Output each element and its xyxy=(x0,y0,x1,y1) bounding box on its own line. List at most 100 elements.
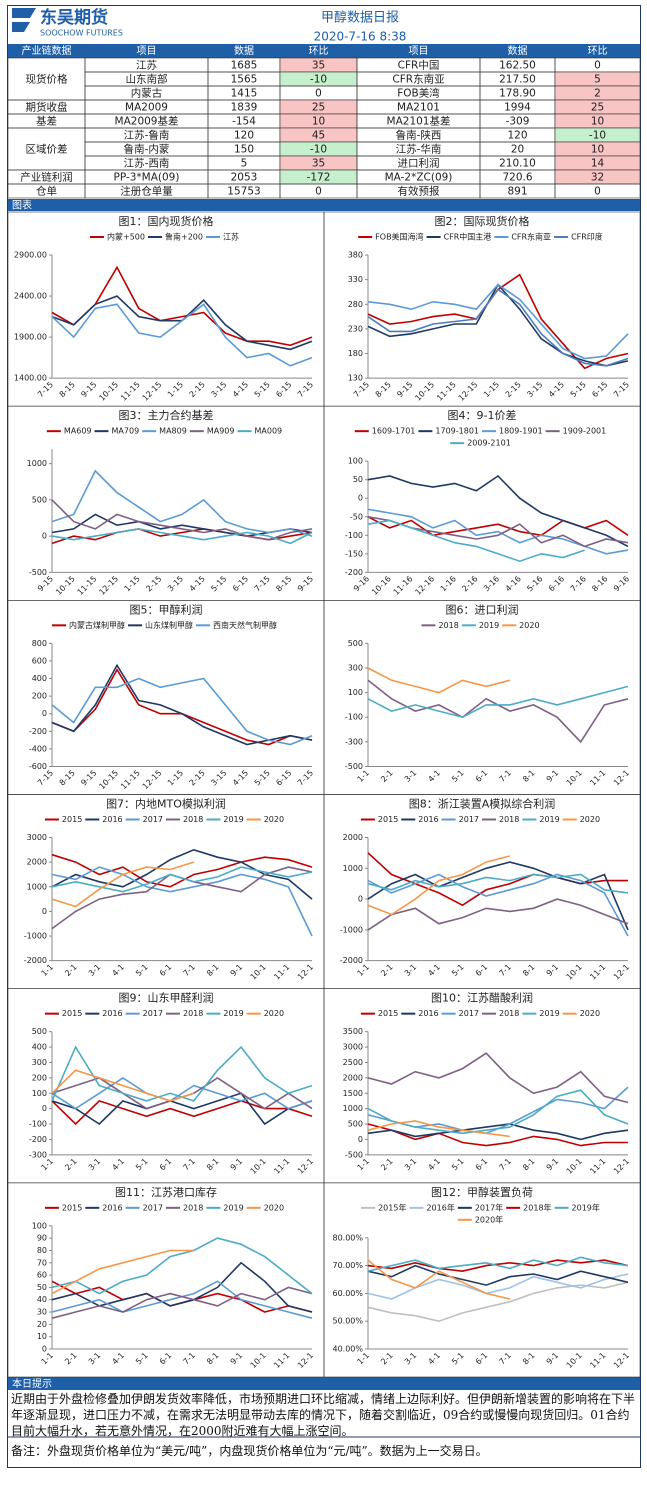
series-line xyxy=(51,677,313,746)
x-tick-label: 8-16 xyxy=(590,574,609,593)
column-header: 数据 xyxy=(508,44,528,57)
x-tick-label: 5-15 xyxy=(209,574,228,593)
section-bar xyxy=(8,199,640,211)
x-tick-label: 8-15 xyxy=(58,768,77,787)
column-header: 产业链数据 xyxy=(22,44,72,57)
cell-text: 32 xyxy=(591,172,604,184)
x-tick-label: 7-1 xyxy=(181,1351,197,1367)
y-tick-label: -100 xyxy=(345,713,363,722)
y-tick-label: -300 xyxy=(29,1150,47,1159)
y-tick-label: 0 xyxy=(358,1135,363,1144)
y-tick-label: -500 xyxy=(345,762,363,771)
x-tick-label: 2-15 xyxy=(144,574,163,593)
logo: 东吴期货 xyxy=(40,7,108,28)
y-tick-label: 0 xyxy=(358,494,363,503)
legend-label: 鲁南+200 xyxy=(165,232,203,242)
y-tick-label: 200 xyxy=(32,692,47,701)
y-tick-label: 1000 xyxy=(343,1104,363,1113)
x-tick-label: 3-15 xyxy=(166,574,185,593)
y-tick-label: 20 xyxy=(37,1320,47,1329)
cell-text: 14 xyxy=(591,158,605,170)
cell-text: 20 xyxy=(511,144,524,156)
legend-label: 2020 xyxy=(580,1009,600,1018)
legend-label: 2017 xyxy=(143,815,163,824)
y-tick-label: 800 xyxy=(32,639,47,648)
x-tick-label: 11-15 xyxy=(76,574,99,597)
y-tick-label: 1000 xyxy=(27,882,47,891)
y-tick-label: 1400.00 xyxy=(14,374,47,383)
legend-label: 2018年 xyxy=(523,1202,551,1212)
x-tick-label: 12-1 xyxy=(612,962,631,981)
legend-label: 2018 xyxy=(183,1203,203,1212)
cell-text: 0 xyxy=(315,88,322,100)
x-tick-label: 10-15 xyxy=(97,768,120,791)
x-tick-label: 6-1 xyxy=(158,1157,174,1173)
legend-label: 2015 xyxy=(62,1009,82,1018)
legend-label: 西南天然气制甲醇 xyxy=(213,620,277,630)
legend-label: CFR东南亚 xyxy=(511,232,551,242)
chart-title: 图1：国内现货价格 xyxy=(119,214,214,228)
x-tick-label: 10-1 xyxy=(249,1157,268,1176)
legend-label: 2017 xyxy=(459,815,479,824)
legend-label: 内蒙+500 xyxy=(107,232,145,242)
x-tick-label: 3-1 xyxy=(403,1351,419,1367)
legend-label: 2017 xyxy=(459,1009,479,1018)
x-tick-label: 8-1 xyxy=(205,1157,221,1173)
cell-text: 有效预报 xyxy=(398,185,440,198)
x-tick-label: 12-15 xyxy=(141,768,164,791)
series-line xyxy=(51,848,313,900)
series-line xyxy=(367,855,511,916)
series-line xyxy=(367,898,629,931)
x-tick-label: 12-1 xyxy=(296,1157,315,1176)
x-tick-label: 12-1 xyxy=(296,962,315,981)
x-tick-label: 6-1 xyxy=(474,1351,490,1367)
x-tick-label: 4-15 xyxy=(547,380,566,399)
y-tick-label: -500 xyxy=(345,1150,363,1159)
y-tick-label: 1500 xyxy=(343,1089,363,1098)
cell-text: -154 xyxy=(232,116,256,128)
x-tick-label: 6-15 xyxy=(274,768,293,787)
legend-label: 内蒙古煤制甲醇 xyxy=(69,620,125,630)
x-tick-label: 3-15 xyxy=(209,380,228,399)
x-tick-label: 2-1 xyxy=(379,1351,395,1367)
x-tick-label: 5-16 xyxy=(525,574,544,593)
cell-text: MA-2*ZC(09) xyxy=(385,172,453,184)
x-tick-label: 7-15 xyxy=(352,380,371,399)
series-line xyxy=(51,853,313,888)
x-tick-label: 5-1 xyxy=(450,1157,466,1173)
legend-label: 2020 xyxy=(519,621,539,630)
legend-label: 2020 xyxy=(580,815,600,824)
y-tick-label: 1000 xyxy=(343,864,363,873)
x-tick-label: 12-1 xyxy=(612,768,631,787)
y-tick-label: 0 xyxy=(358,895,363,904)
x-tick-label: 9-15 xyxy=(395,380,414,399)
legend-label: 2016年 xyxy=(426,1202,454,1212)
y-tick-label: 10 xyxy=(37,1332,47,1341)
legend-label: 1809-1901 xyxy=(499,427,543,436)
cell-text: MA2101 xyxy=(397,102,440,114)
series-line xyxy=(51,1237,313,1295)
x-tick-label: 4-15 xyxy=(231,768,250,787)
y-tick-label: 40 xyxy=(37,1295,47,1304)
x-tick-label: 8-1 xyxy=(521,1351,537,1367)
x-tick-label: 4-1 xyxy=(426,962,442,978)
note: 备注：外盘现货价格单位为“美元/吨”，内盘现货价格单位为“元/吨”。数据为上一交… xyxy=(11,1444,488,1458)
series-line xyxy=(367,1120,510,1138)
x-tick-label: 7-15 xyxy=(36,768,55,787)
y-tick-label: 300 xyxy=(32,1058,47,1067)
y-tick-label: 500 xyxy=(32,495,47,504)
x-tick-label: 3-1 xyxy=(87,1157,103,1173)
x-tick-label: 2-1 xyxy=(63,1157,79,1173)
y-tick-label: 50 xyxy=(353,475,363,484)
section-bar xyxy=(8,1377,640,1390)
cell-text: 120 xyxy=(507,130,527,142)
cell-text: 注册仓单量 xyxy=(120,185,173,198)
series-line xyxy=(51,861,195,908)
logo-en: SOOCHOW FUTURES xyxy=(40,29,123,38)
cell-text: 0 xyxy=(594,60,601,72)
series-line xyxy=(51,1092,313,1126)
x-tick-label: 12-15 xyxy=(457,380,480,403)
chart-frame xyxy=(323,1182,641,1378)
y-tick-label: 2000 xyxy=(343,833,363,842)
